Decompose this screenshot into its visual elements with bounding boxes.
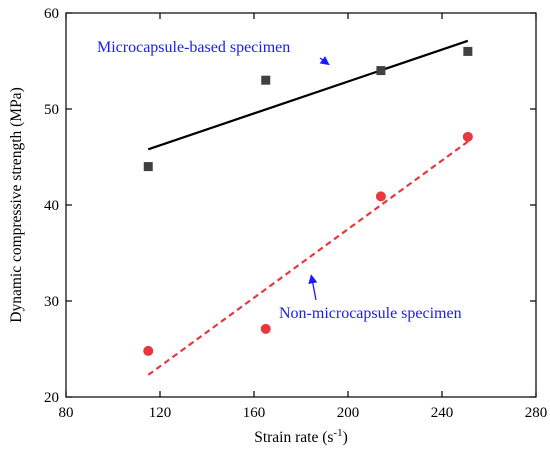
- x-axis-title-superscript: -1: [333, 427, 342, 439]
- data-point-circle: [375, 191, 386, 202]
- plot-frame: [65, 12, 537, 398]
- x-tick-label: 200: [337, 405, 360, 421]
- annotation-arrow-microcapsule: [319, 56, 330, 66]
- y-tick-label: 50: [44, 102, 59, 118]
- data-point-square: [143, 162, 153, 172]
- data-points: [143, 46, 473, 356]
- axis-ticks: 80 120 160 200 240 280 20 30 40 50 60: [44, 6, 547, 421]
- data-point-square: [463, 46, 473, 56]
- y-tick-label: 20: [44, 390, 59, 406]
- data-point-square: [376, 66, 386, 76]
- fit-line-series-1: [147, 39, 469, 151]
- annotation-microcapsule: Microcapsule-based specimen: [97, 39, 290, 56]
- fit-line-series-2: [147, 140, 469, 376]
- x-tick-label: 120: [149, 405, 172, 421]
- x-tick-label: 80: [59, 405, 74, 421]
- x-axis-title: Strain rate (s-1): [254, 427, 348, 446]
- y-tick-label: 60: [44, 6, 59, 22]
- x-axis-title-main: Strain rate (s: [254, 429, 333, 446]
- x-tick-label: 160: [243, 405, 266, 421]
- y-tick-label: 30: [44, 294, 59, 310]
- annotation-arrow-non-microcapsule: [308, 274, 318, 301]
- y-tick-label: 40: [44, 198, 59, 214]
- data-point-circle: [143, 345, 154, 356]
- data-point-circle: [260, 323, 271, 334]
- data-point-circle: [462, 131, 473, 142]
- x-axis-title-suffix: ): [343, 429, 348, 446]
- data-point-square: [261, 75, 271, 85]
- x-tick-label: 280: [525, 405, 548, 421]
- x-tick-label: 240: [431, 405, 454, 421]
- fit-lines: [147, 39, 469, 376]
- annotations: [308, 56, 330, 301]
- annotation-non-microcapsule: Non-microcapsule specimen: [279, 305, 462, 322]
- y-axis-title: Dynamic compressive strength (MPa): [8, 87, 25, 322]
